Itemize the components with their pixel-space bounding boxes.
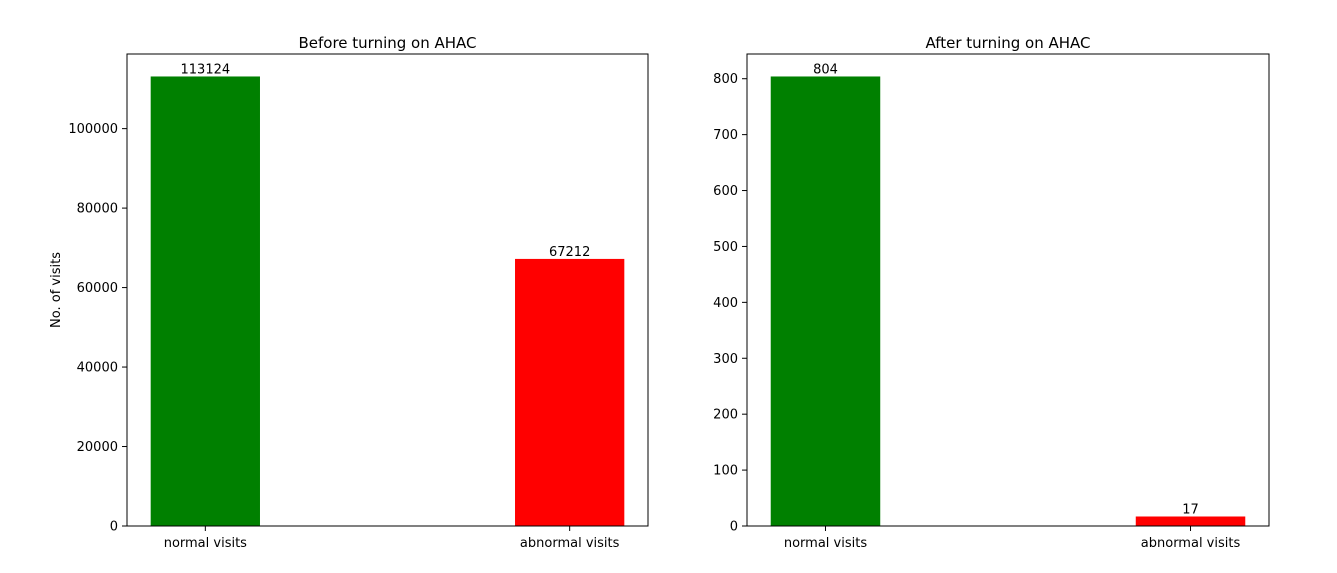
plot-frame: [746, 53, 1270, 527]
y-tick-label: 800: [713, 72, 738, 87]
data-label: 113124: [181, 62, 231, 77]
chart-title: Before turning on AHAC: [298, 34, 476, 52]
y-tick-label: 80000: [77, 202, 118, 217]
chart-title: After turning on AHAC: [925, 34, 1090, 52]
y-tick-label: 60000: [77, 281, 118, 296]
y-tick-label: 0: [110, 520, 118, 535]
bar: [1135, 516, 1246, 526]
y-tick-label: 100: [713, 464, 738, 479]
data-label: 804: [813, 62, 838, 77]
y-tick-label: 200: [713, 408, 738, 423]
y-tick-label: 300: [713, 352, 738, 367]
bar: [770, 76, 881, 526]
plot-frame: [126, 53, 649, 527]
bar: [150, 76, 260, 526]
y-tick-label: 400: [713, 296, 738, 311]
chart-after: After turning on AHAC 804 normal visits 17…: [713, 34, 1270, 551]
y-tick-label: 600: [713, 184, 738, 199]
data-label: 17: [1182, 502, 1199, 517]
y-tick-label: 20000: [77, 440, 118, 455]
x-tick-label: normal visits: [784, 536, 867, 551]
y-tick-label: 500: [713, 240, 738, 255]
bar: [515, 258, 625, 526]
x-tick-label: abnormal visits: [1141, 536, 1241, 551]
y-tick-label: 700: [713, 128, 738, 143]
chart-before: Before turning on AHAC No. of visits 113…: [49, 34, 649, 551]
data-label: 67212: [549, 245, 590, 260]
y-tick-label: 0: [730, 520, 738, 535]
y-tick-label: 100000: [68, 122, 118, 137]
x-tick-label: abnormal visits: [520, 536, 620, 551]
y-tick-label: 40000: [77, 361, 118, 376]
x-tick-label: normal visits: [164, 536, 247, 551]
y-axis-label: No. of visits: [49, 252, 64, 328]
